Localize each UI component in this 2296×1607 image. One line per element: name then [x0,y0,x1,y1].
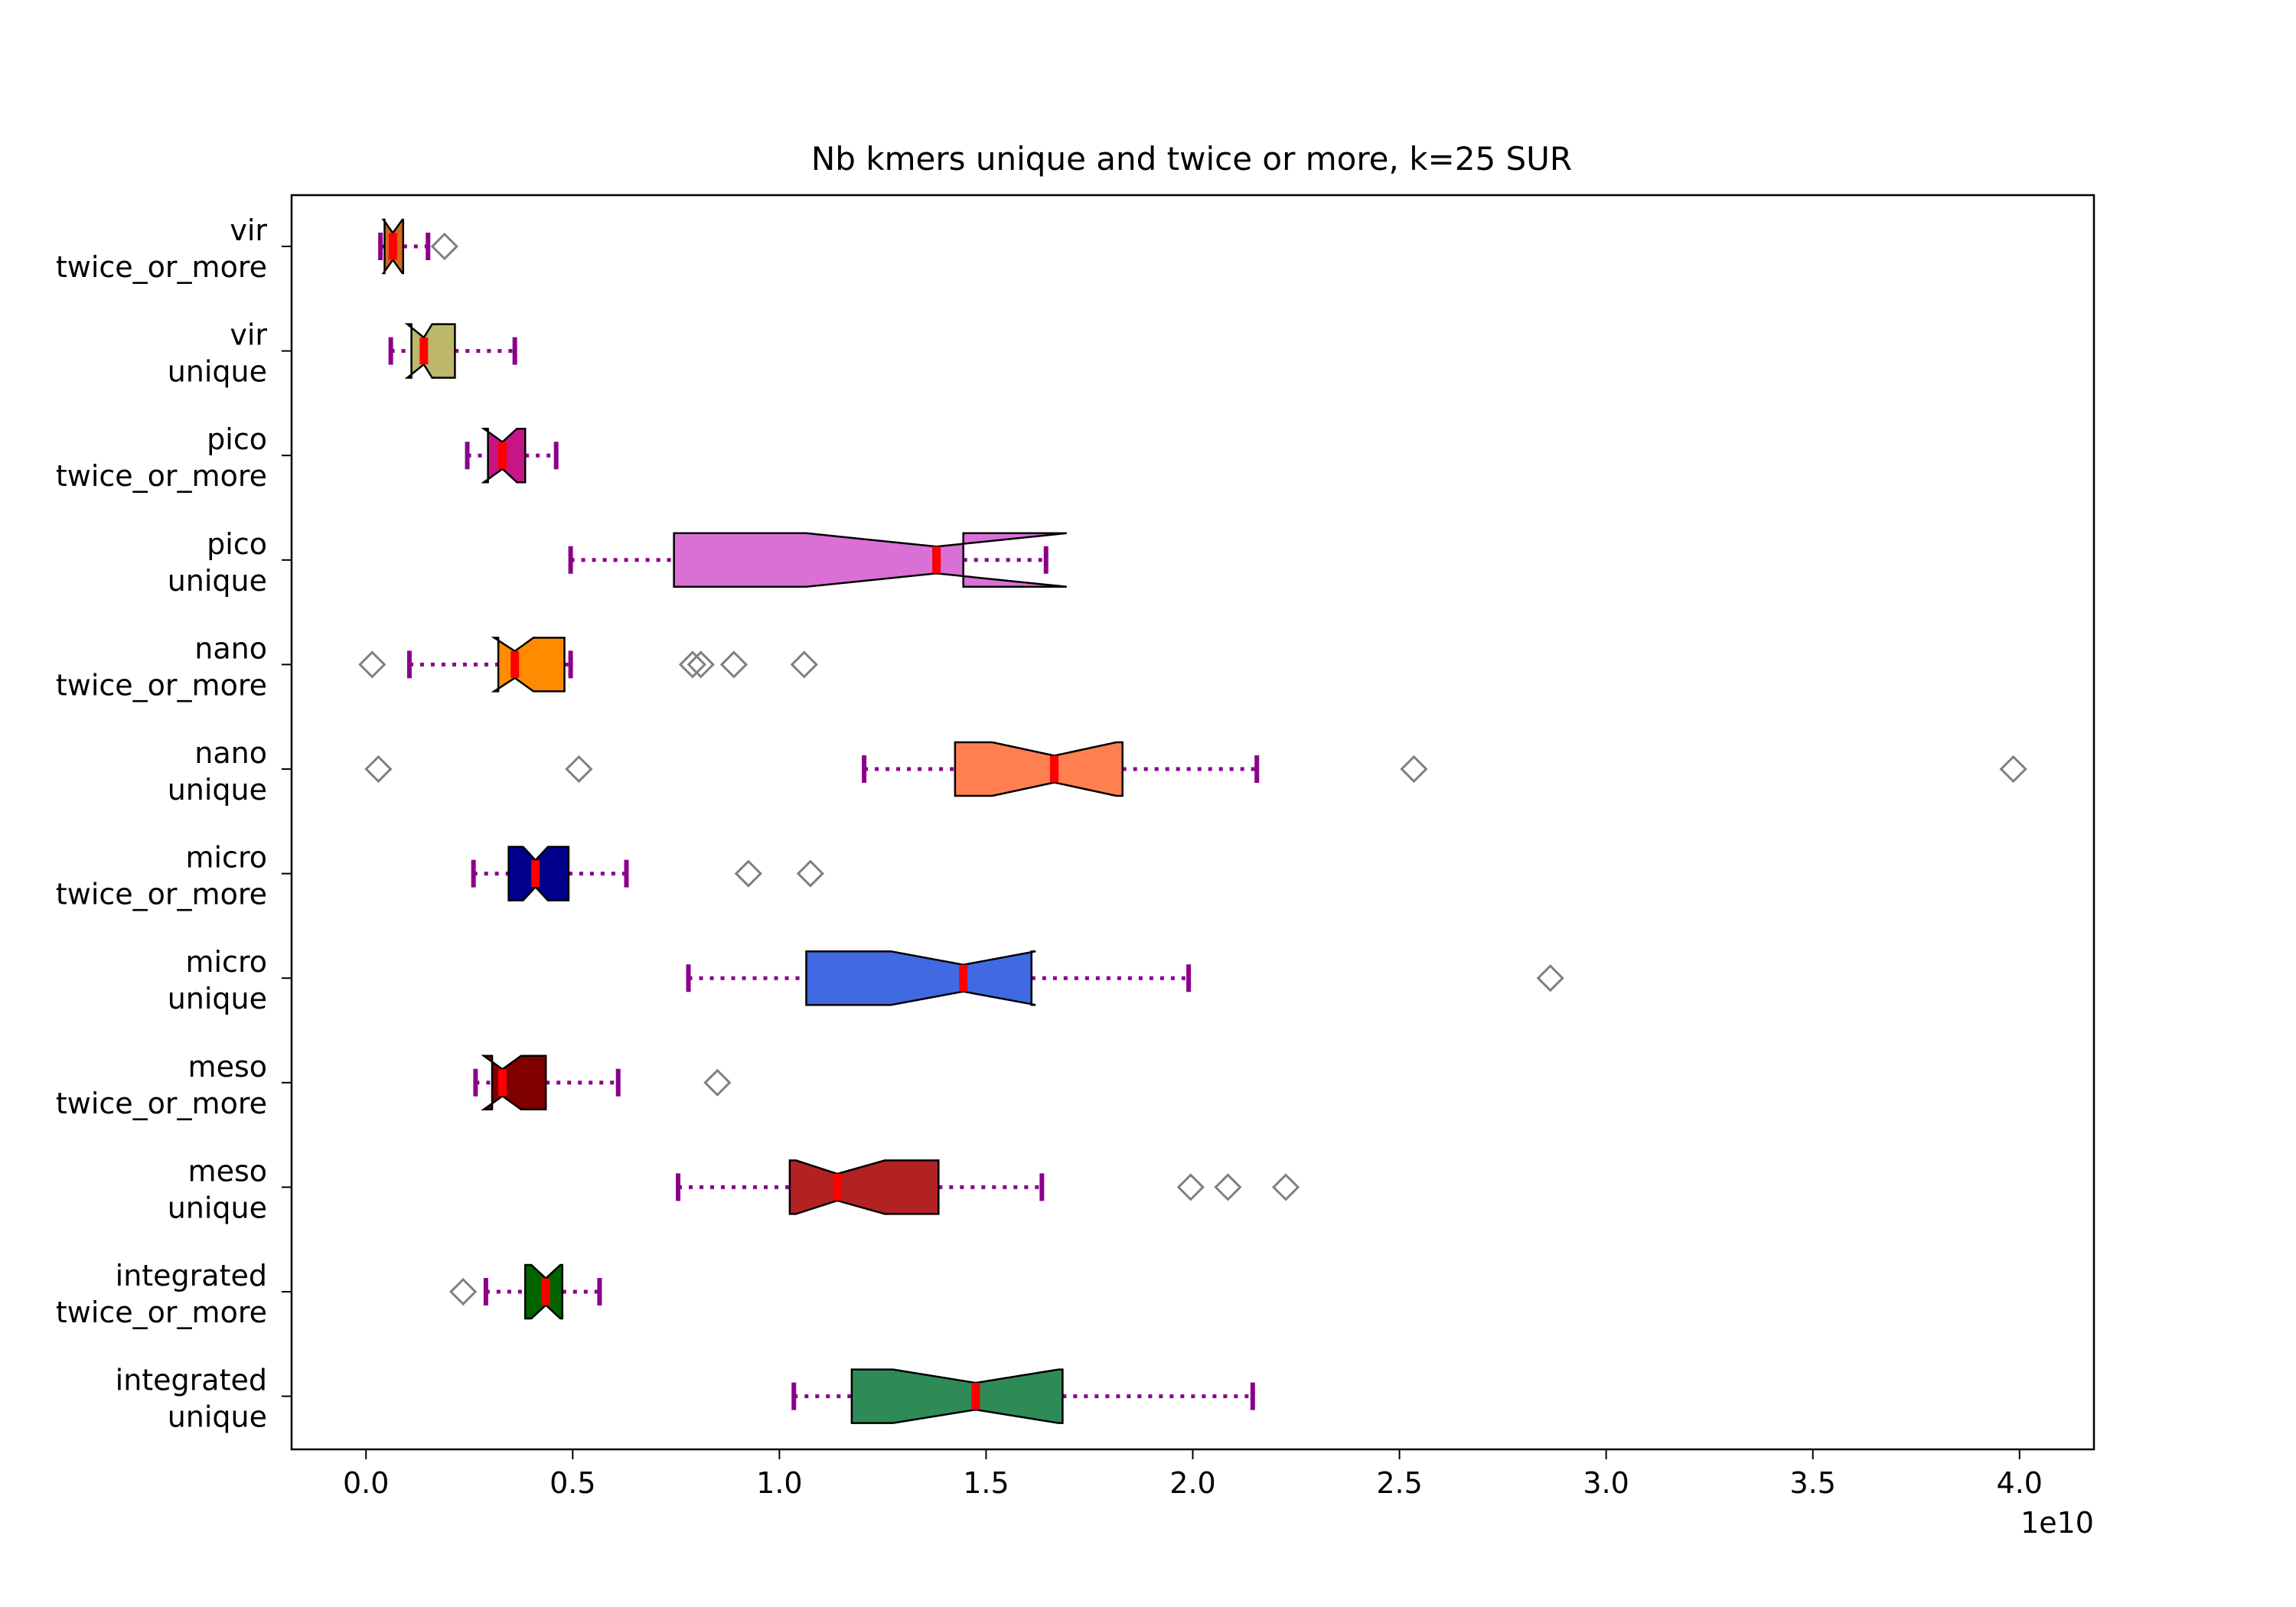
y-tick-label-line: nano [194,736,267,770]
y-tick-label: micro unique [168,945,267,1015]
outlier-point [1271,1173,1300,1201]
outlier-point [364,755,393,784]
y-tick-label-line: unique [168,355,267,389]
x-tick-label: 2.5 [1376,1466,1422,1500]
outlier-point [1536,964,1564,993]
y-tick-label: nano unique [168,736,267,807]
y-tick-label-line: unique [168,564,267,598]
y-tick-label-line: twice_or_more [56,1087,267,1120]
outlier-point [1999,755,2027,784]
x-tick-label: 3.0 [1583,1466,1629,1500]
outlier-point [719,650,748,679]
outlier-point [678,650,707,679]
outlier-point [1400,755,1428,784]
chart-title: Nb kmers unique and twice or more, k=25 … [811,140,1572,178]
y-tick-label-line: unique [168,773,267,807]
y-tick-label-line: twice_or_more [56,459,267,493]
y-tick-label: meso twice_or_more [56,1050,267,1120]
box [954,741,1124,797]
y-tick-label: vir unique [168,318,268,389]
y-tick-label: pico unique [168,527,267,598]
outlier-point [1214,1173,1242,1201]
y-tick-label-line: pico [207,422,267,456]
x-tick-label: 3.5 [1789,1466,1835,1500]
y-tick-label-line: integrated [116,1259,267,1292]
y-tick-label: integrated twice_or_more [56,1259,267,1329]
y-tick-label-line: vir [230,318,267,352]
y-tick-label: vir twice_or_more [56,214,267,284]
outlier-point [790,650,818,679]
y-tick-label-line: micro [185,841,267,875]
outlier-point [565,755,593,784]
y-tick-label-line: micro [185,945,267,979]
box [788,1159,940,1215]
box [404,323,456,379]
outlier-point [430,232,458,261]
y-tick-label-line: unique [168,1400,267,1434]
y-tick-label: meso unique [168,1154,267,1224]
y-tick-label: integrated unique [116,1364,267,1434]
y-tick-label: nano twice_or_more [56,631,267,702]
y-tick-label-line: twice_or_more [56,878,267,911]
y-tick-label: pico twice_or_more [56,422,267,493]
x-tick-label: 0.0 [343,1466,389,1500]
x-tick-label: 4.0 [1997,1466,2043,1500]
y-tick-label-line: twice_or_more [56,668,267,702]
y-tick-label-line: twice_or_more [56,250,267,284]
box [491,637,566,693]
box [850,1368,1064,1424]
outlier-point [358,650,386,679]
x-tick-label: 1.5 [963,1466,1009,1500]
y-tick-label: micro twice_or_more [56,841,267,911]
outlier-point [449,1277,478,1306]
x-tick-label: 2.0 [1169,1466,1215,1500]
x-axis-offset-label: 1e10 [2020,1506,2094,1540]
outlier-point [734,859,762,888]
y-tick-label-line: nano [194,631,267,665]
outlier-point [796,859,824,888]
y-tick-label-line: unique [168,1191,267,1224]
y-tick-label-line: meso [188,1154,267,1188]
box [805,950,1036,1006]
plot-frame [290,194,2095,1451]
outlier-point [1176,1173,1205,1201]
y-tick-label-line: unique [168,982,267,1015]
x-tick-label: 0.5 [550,1466,595,1500]
x-tick-label: 1.0 [756,1466,802,1500]
y-tick-label-line: vir [230,214,267,247]
box [481,1054,547,1111]
y-tick-label-line: pico [207,527,267,561]
outlier-point [687,650,715,679]
outlier-point [703,1068,732,1097]
box [673,532,1067,588]
y-tick-label-line: twice_or_more [56,1296,267,1329]
y-tick-label-line: meso [188,1050,267,1084]
y-tick-label-line: integrated [116,1364,267,1397]
